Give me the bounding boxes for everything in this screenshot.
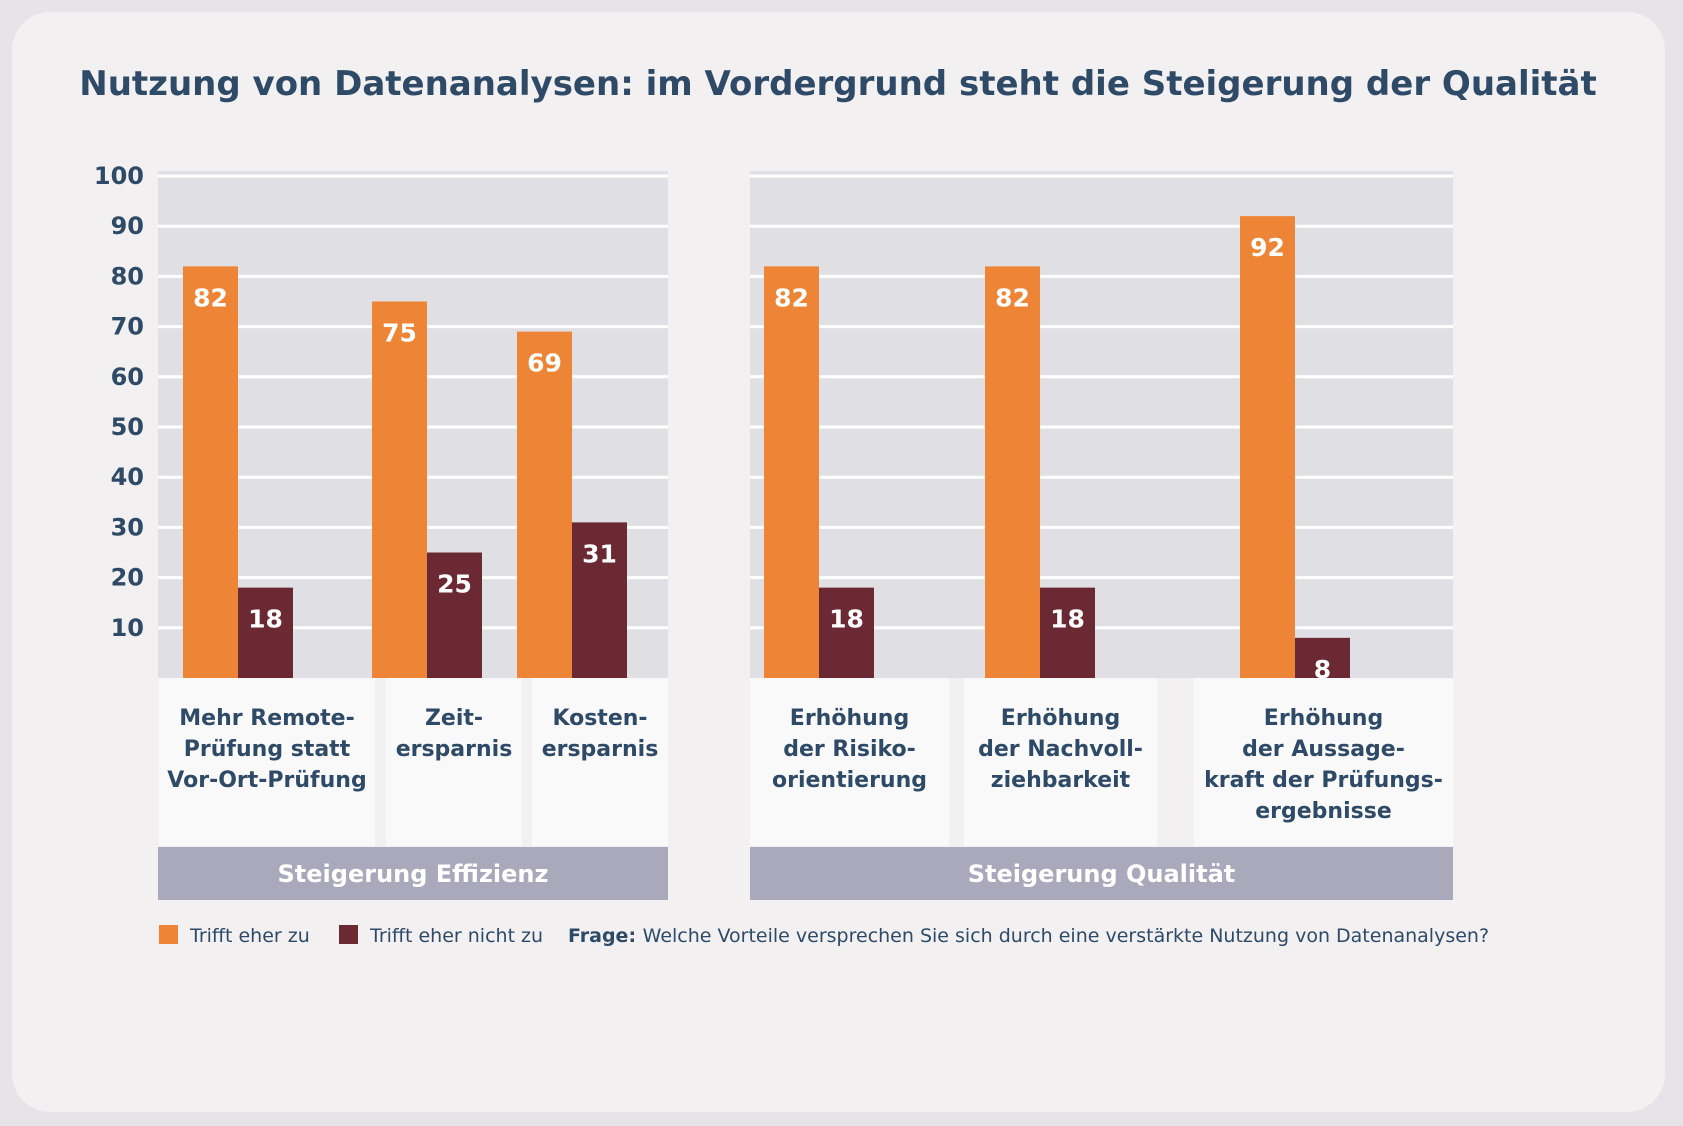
y-tick-label: 30 (111, 513, 144, 541)
y-tick-label: 80 (111, 262, 144, 290)
bar-nicht-zu (238, 587, 293, 678)
bar-nicht-zu (1040, 587, 1095, 678)
bar-zu (517, 331, 572, 678)
data-label: 82 (995, 283, 1030, 312)
category-label: Zeit- (425, 706, 483, 731)
category-label: der Aussage- (1242, 737, 1405, 762)
legend-label: Trifft eher nicht zu (369, 925, 543, 947)
bar-zu (764, 266, 819, 678)
group-label: Steigerung Effizienz (278, 860, 549, 888)
category-label: Prüfung statt (184, 737, 351, 762)
category-label: kraft der Prüfungs- (1204, 768, 1443, 793)
question-note: Frage: Welche Vorteile versprechen Sie s… (568, 925, 1489, 947)
category-label: Mehr Remote- (179, 706, 354, 731)
y-tick-label: 10 (111, 614, 144, 642)
bar-zu (1240, 216, 1295, 678)
category-label: ziehbarkeit (991, 768, 1131, 793)
legend-swatch (159, 925, 178, 944)
bar-nicht-zu (427, 552, 482, 678)
group-bar (158, 847, 668, 900)
category-panel (750, 678, 949, 846)
category-panel (964, 678, 1157, 846)
category-label: ersparnis (396, 737, 513, 762)
chart-title: Nutzung von Datenanalysen: im Vordergrun… (79, 64, 1596, 104)
group-bar (750, 847, 1453, 900)
category-label: Erhöhung (1264, 706, 1383, 731)
category-label: der Risiko- (783, 737, 916, 762)
bar-nicht-zu (572, 522, 627, 678)
legend-swatch (339, 925, 358, 944)
data-label: 31 (582, 539, 617, 568)
data-label: 8 (1314, 655, 1331, 684)
bar-zu (183, 266, 238, 678)
y-tick-label: 100 (94, 162, 144, 190)
category-label: Erhöhung (790, 706, 909, 731)
bar-zu (372, 301, 427, 678)
bar-nicht-zu (1295, 637, 1350, 678)
bar-chart: Nutzung von Datenanalysen: im Vordergrun… (79, 64, 1596, 947)
data-label: 82 (774, 283, 809, 312)
y-tick-label: 40 (111, 463, 144, 491)
group-label: Steigerung Qualität (968, 860, 1236, 888)
category-panel (532, 678, 668, 846)
category-panel (159, 678, 375, 846)
category-label: ergebnisse (1255, 799, 1392, 824)
y-tick-label: 60 (111, 363, 144, 391)
y-tick-label: 50 (111, 413, 144, 441)
data-label: 92 (1250, 233, 1285, 262)
category-panel (1194, 678, 1453, 846)
y-tick-label: 90 (111, 212, 144, 240)
data-label: 18 (248, 605, 283, 634)
chart-card: Nutzung von Datenanalysen: im Vordergrun… (12, 12, 1665, 1112)
category-label: Kosten- (552, 706, 647, 731)
category-label: der Nachvoll- (978, 737, 1143, 762)
bar-nicht-zu (819, 587, 874, 678)
category-label: Erhöhung (1001, 706, 1120, 731)
bar-zu (985, 266, 1040, 678)
category-label: Vor-Ort-Prüfung (167, 768, 366, 793)
data-label: 69 (527, 349, 562, 378)
category-label: ersparnis (542, 737, 659, 762)
category-label: orientierung (772, 768, 927, 793)
category-panel (386, 678, 522, 846)
y-tick-label: 20 (111, 564, 144, 592)
y-tick-label: 70 (111, 313, 144, 341)
data-label: 18 (829, 605, 864, 634)
data-label: 25 (437, 570, 472, 599)
data-label: 82 (193, 283, 228, 312)
data-label: 18 (1050, 605, 1085, 634)
data-label: 75 (382, 319, 417, 348)
legend-label: Trifft eher zu (189, 925, 310, 947)
